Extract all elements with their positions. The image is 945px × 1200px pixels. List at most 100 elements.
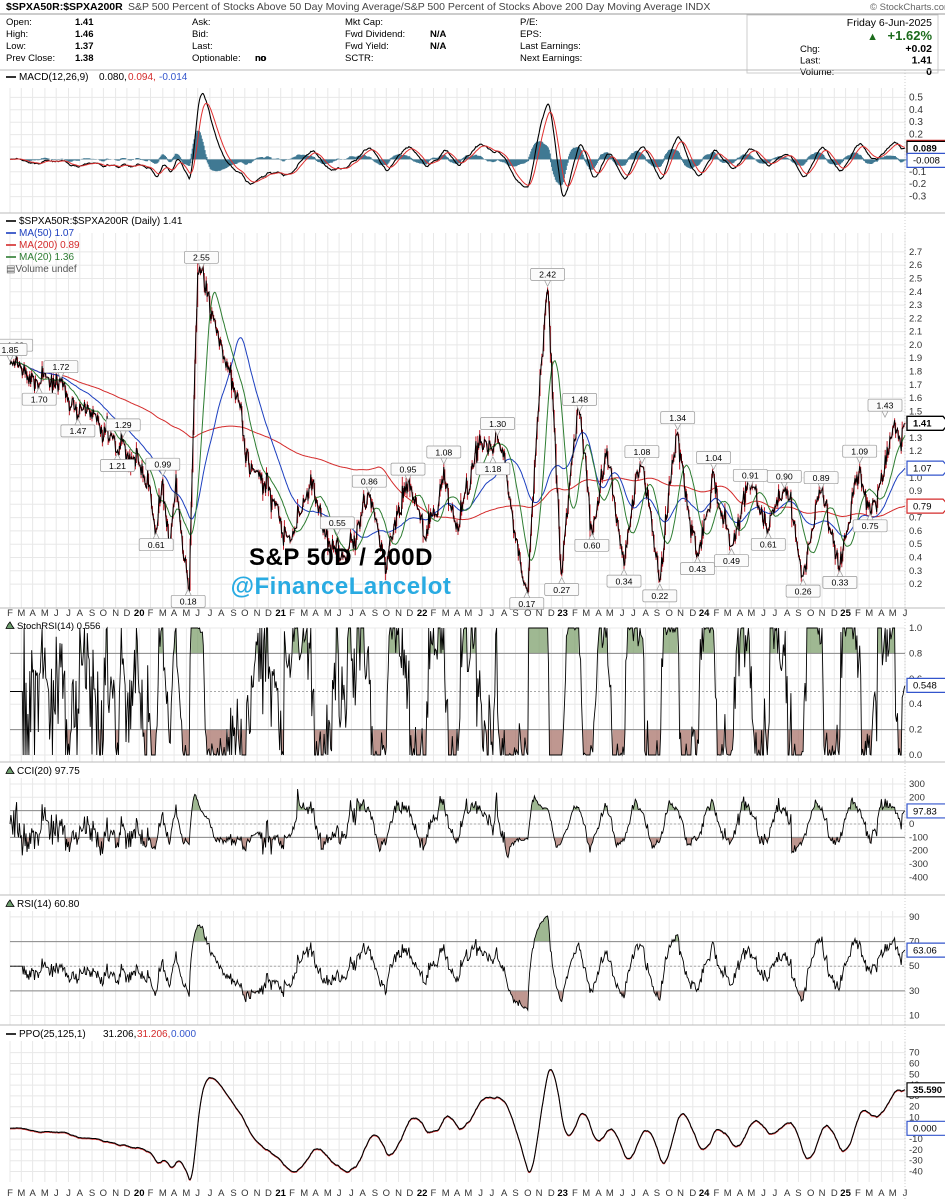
svg-text:M: M: [582, 608, 590, 619]
svg-text:D: D: [831, 1188, 838, 1199]
svg-text:M: M: [324, 608, 332, 619]
svg-text:0.6: 0.6: [909, 526, 922, 537]
svg-text:A: A: [29, 608, 36, 619]
svg-text:0.95: 0.95: [400, 464, 417, 474]
svg-text:A: A: [29, 1188, 36, 1199]
svg-text:20: 20: [134, 1188, 145, 1199]
svg-text:1.37: 1.37: [75, 41, 94, 52]
svg-text:M: M: [300, 608, 308, 619]
svg-text:D: D: [406, 1188, 413, 1199]
svg-text:0.90: 0.90: [776, 472, 793, 482]
svg-text:$SPXA50R:$SPXA200R: $SPXA50R:$SPXA200R: [6, 1, 123, 13]
svg-text:Prev Close:: Prev Close:: [6, 53, 55, 64]
svg-text:Low:: Low:: [6, 41, 26, 52]
svg-text:F: F: [7, 1188, 13, 1199]
svg-text:+1.62%: +1.62%: [888, 28, 933, 43]
svg-text:-30: -30: [909, 1156, 923, 1167]
svg-text:N: N: [254, 608, 261, 619]
svg-text:D: D: [548, 608, 555, 619]
svg-text:60: 60: [909, 1058, 920, 1069]
svg-text:S: S: [372, 1188, 378, 1199]
svg-text:10: 10: [909, 1011, 920, 1022]
svg-text:1.72: 1.72: [52, 362, 69, 372]
svg-text:J: J: [208, 1188, 213, 1199]
svg-text:N: N: [536, 608, 543, 619]
svg-text:A: A: [454, 608, 461, 619]
svg-text:23: 23: [557, 608, 568, 619]
svg-text:35.590: 35.590: [913, 1085, 942, 1096]
svg-text:O: O: [383, 1188, 390, 1199]
svg-text:S: S: [89, 1188, 95, 1199]
svg-text:0.9: 0.9: [909, 486, 922, 497]
svg-text:M: M: [724, 608, 732, 619]
svg-text:M: M: [865, 608, 873, 619]
svg-text:0.4: 0.4: [909, 105, 923, 116]
svg-text:M: M: [582, 1188, 590, 1199]
svg-text:0.4: 0.4: [909, 699, 922, 710]
svg-text:Volume:: Volume:: [800, 67, 834, 78]
svg-text:J: J: [54, 1188, 59, 1199]
svg-text:M: M: [159, 608, 167, 619]
svg-text:0.22: 0.22: [651, 591, 668, 601]
svg-text:S: S: [654, 608, 660, 619]
svg-text:$SPXA50R:$SPXA200R (Daily) 1.4: $SPXA50R:$SPXA200R (Daily) 1.41: [19, 216, 183, 227]
svg-text:J: J: [490, 608, 495, 619]
svg-text:J: J: [631, 608, 636, 619]
svg-text:A: A: [784, 1188, 791, 1199]
svg-text:Last Earnings:: Last Earnings:: [520, 41, 581, 52]
svg-text:SCTR:: SCTR:: [345, 53, 374, 64]
svg-text:J: J: [349, 608, 354, 619]
svg-text:200: 200: [909, 792, 925, 803]
svg-text:S: S: [230, 608, 236, 619]
svg-text:M: M: [606, 1188, 614, 1199]
svg-text:1.04: 1.04: [705, 453, 722, 463]
svg-text:1.41: 1.41: [913, 419, 932, 430]
svg-text:2.4: 2.4: [909, 287, 922, 298]
svg-text:-0.1: -0.1: [909, 167, 927, 178]
svg-text:MA(50) 1.07: MA(50) 1.07: [19, 228, 74, 239]
svg-text:N/A: N/A: [430, 29, 447, 40]
svg-text:M: M: [464, 1188, 472, 1199]
svg-text:0.33: 0.33: [831, 578, 848, 588]
svg-text:P/E:: P/E:: [520, 17, 538, 28]
svg-text:25: 25: [840, 1188, 851, 1199]
svg-text:S: S: [512, 608, 518, 619]
svg-text:0.094,: 0.094,: [128, 72, 156, 83]
svg-text:2.0: 2.0: [909, 340, 922, 351]
svg-text:EPS:: EPS:: [520, 29, 542, 40]
svg-text:0.0: 0.0: [909, 750, 922, 761]
svg-text:0.27: 0.27: [553, 585, 570, 595]
svg-text:M: M: [182, 1188, 190, 1199]
svg-text:D: D: [689, 1188, 696, 1199]
svg-text:-0.3: -0.3: [909, 192, 927, 203]
svg-text:2.5: 2.5: [909, 274, 922, 285]
svg-text:0.4: 0.4: [909, 552, 922, 563]
svg-text:1.9: 1.9: [909, 353, 922, 364]
svg-text:J: J: [478, 1188, 483, 1199]
svg-text:1.41: 1.41: [75, 17, 94, 28]
svg-text:2.55: 2.55: [193, 253, 210, 263]
svg-text:@FinanceLancelot: @FinanceLancelot: [231, 573, 452, 600]
svg-text:N: N: [819, 1188, 826, 1199]
svg-text:MA(200) 0.89: MA(200) 0.89: [19, 240, 80, 251]
svg-text:1.48: 1.48: [571, 395, 588, 405]
svg-text:N: N: [819, 608, 826, 619]
svg-text:1.2: 1.2: [909, 446, 922, 457]
svg-text:O: O: [100, 1188, 107, 1199]
svg-text:F: F: [572, 608, 578, 619]
svg-text:M: M: [182, 608, 190, 619]
svg-text:1.18: 1.18: [484, 464, 501, 474]
svg-text:Last:: Last:: [800, 56, 821, 67]
svg-text:D: D: [124, 608, 131, 619]
svg-text:-20: -20: [909, 1145, 923, 1156]
svg-text:1.38: 1.38: [75, 53, 94, 64]
svg-text:MACD(12,26,9): MACD(12,26,9): [19, 72, 88, 83]
svg-text:J: J: [620, 608, 625, 619]
svg-text:0.3: 0.3: [909, 117, 923, 128]
svg-text:1.08: 1.08: [633, 447, 650, 457]
svg-text:0.080,: 0.080,: [99, 72, 127, 83]
svg-text:A: A: [171, 1188, 178, 1199]
svg-text:F: F: [855, 608, 861, 619]
svg-text:PPO(25,125,1): PPO(25,125,1): [19, 1029, 86, 1040]
svg-text:Last:: Last:: [192, 41, 213, 52]
